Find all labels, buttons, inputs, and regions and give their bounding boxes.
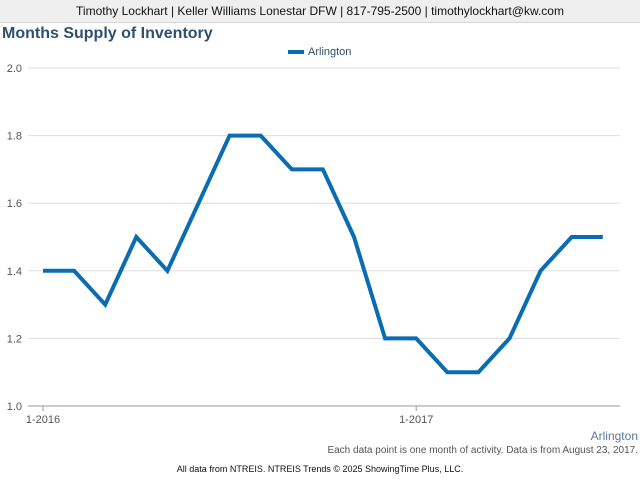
x-tick-label: 1-2016 bbox=[26, 414, 60, 426]
y-tick-label: 1.6 bbox=[7, 198, 22, 210]
copyright-footer: All data from NTREIS. NTREIS Trends © 20… bbox=[176, 464, 464, 474]
agent-contact-header: Timothy Lockhart | Keller Williams Lones… bbox=[0, 0, 640, 23]
x-tick-label: 1-2017 bbox=[399, 414, 433, 426]
chart-title: Months Supply of Inventory bbox=[2, 25, 213, 42]
y-tick-label: 2.0 bbox=[7, 63, 22, 75]
series-line-arlington bbox=[43, 133, 603, 375]
y-tick-label: 1.4 bbox=[7, 266, 22, 278]
y-tick-label: 1.2 bbox=[7, 333, 22, 345]
y-tick-label: 1.8 bbox=[7, 131, 22, 143]
data-footnote: Each data point is one month of activity… bbox=[327, 445, 638, 456]
legend-label: Arlington bbox=[308, 46, 352, 58]
y-tick-label: 1.0 bbox=[7, 401, 22, 413]
chart-legend: Arlington bbox=[288, 46, 351, 58]
legend-swatch bbox=[288, 50, 304, 54]
region-label[interactable]: Arlington bbox=[590, 429, 638, 443]
